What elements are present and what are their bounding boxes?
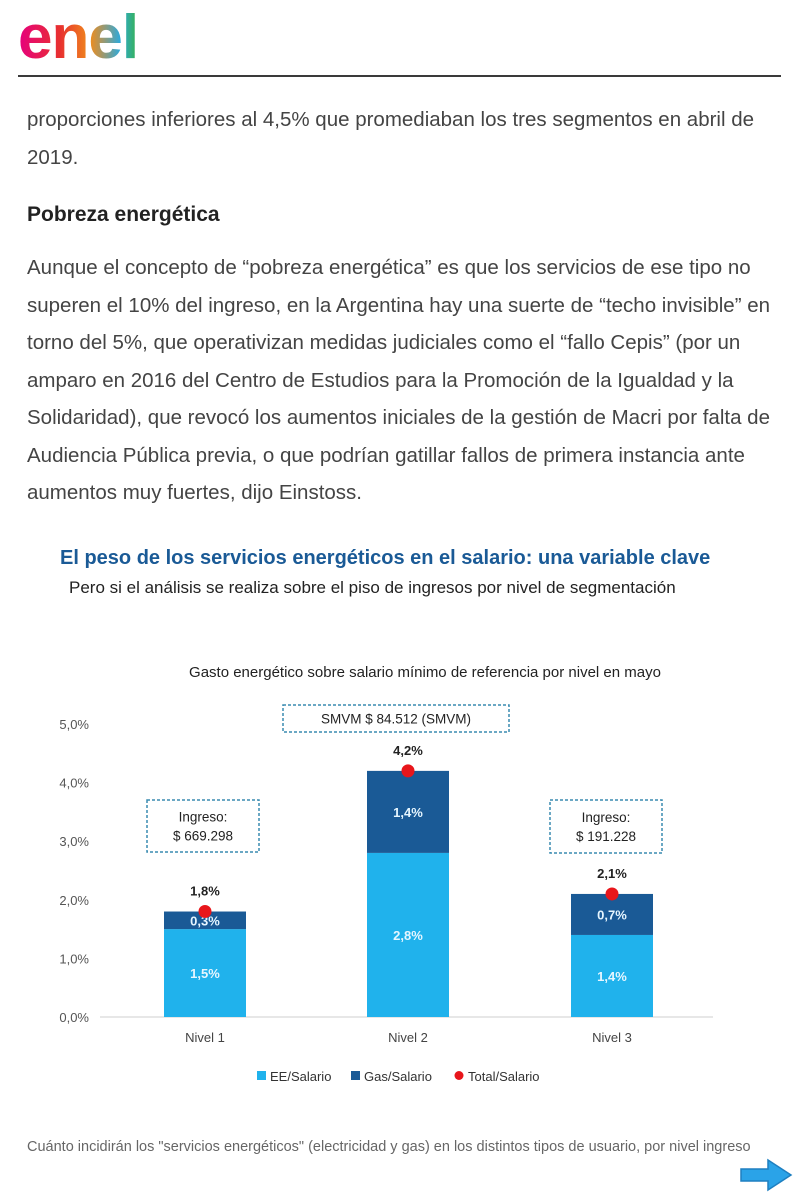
annotation-text: $ 669.298 (173, 829, 233, 844)
bar-ee-salario (367, 852, 449, 1017)
x-tick-label: Nivel 1 (185, 1030, 225, 1045)
logo-text: enel (18, 6, 138, 66)
annotation-box (549, 799, 663, 854)
y-tick-label: 2,0% (59, 893, 89, 908)
article-paragraph: proporciones inferiores al 4,5% que prom… (27, 108, 755, 169)
bar-gas-salario (571, 893, 653, 935)
legend-total-salario-label: Total/Salario (468, 1069, 540, 1084)
data-label-ee: 1,4% (597, 969, 627, 984)
data-label-gas: 0,7% (597, 907, 627, 922)
total-salario-point (401, 764, 415, 778)
y-tick-label: 4,0% (59, 776, 89, 791)
chart-title: Gasto energético sobre salario mínimo de… (189, 664, 661, 681)
data-label-gas: 1,4% (393, 805, 423, 820)
x-tick-label: Nivel 2 (388, 1030, 428, 1045)
annotation-text: SMVM $ 84.512 (SMVM) (321, 712, 471, 727)
y-tick-label: 3,0% (59, 834, 89, 849)
x-tick-label: Nivel 3 (592, 1030, 632, 1045)
legend-ee-salario-swatch (257, 1071, 266, 1080)
y-tick-label: 1,0% (59, 951, 89, 966)
data-label-gas: 0,3% (190, 913, 220, 928)
figure-subtitle: Pero si el análisis se realiza sobre el … (69, 578, 676, 597)
site-header: enel (18, 0, 781, 77)
bar-ee-salario (571, 934, 653, 1017)
annotation-box (146, 799, 260, 853)
data-label-ee: 2,8% (393, 928, 423, 943)
data-label-ee: 1,5% (190, 966, 220, 981)
annotation-box (282, 704, 510, 733)
enel-logo[interactable]: enel (18, 6, 178, 66)
section-heading: Pobreza energética (27, 203, 220, 226)
bar-gas-salario (164, 911, 246, 930)
bar-ee-salario (164, 929, 246, 1017)
figure-caption: Cuánto incidirán los "servicios energéti… (27, 1139, 751, 1155)
data-label-total: 4,2% (393, 743, 423, 758)
total-salario-point (605, 887, 619, 901)
article-paragraph: Aunque el concepto de “pobreza energétic… (27, 256, 771, 504)
annotation-text: Ingreso: (582, 810, 631, 825)
annotation-text: Ingreso: (179, 810, 228, 825)
y-tick-label: 0,0% (59, 1010, 89, 1025)
data-label-total: 1,8% (190, 884, 220, 899)
figure-title: El peso de los servicios energéticos en … (60, 547, 711, 569)
total-salario-point (198, 905, 212, 919)
y-tick-label: 5,0% (59, 717, 89, 732)
bar-gas-salario (367, 770, 449, 853)
legend-ee-salario-label: EE/Salario (270, 1069, 331, 1084)
data-label-total: 2,1% (597, 866, 627, 881)
legend-total-salario-swatch (454, 1071, 464, 1080)
bar-chart: Gasto energético sobre salario mínimo de… (59, 664, 713, 1084)
legend-gas-salario-label: Gas/Salario (364, 1069, 432, 1084)
annotation-text: $ 191.228 (576, 829, 636, 844)
arrow-right-icon (740, 1158, 793, 1192)
legend-gas-salario-swatch (351, 1071, 360, 1080)
next-button[interactable] (738, 1157, 794, 1193)
